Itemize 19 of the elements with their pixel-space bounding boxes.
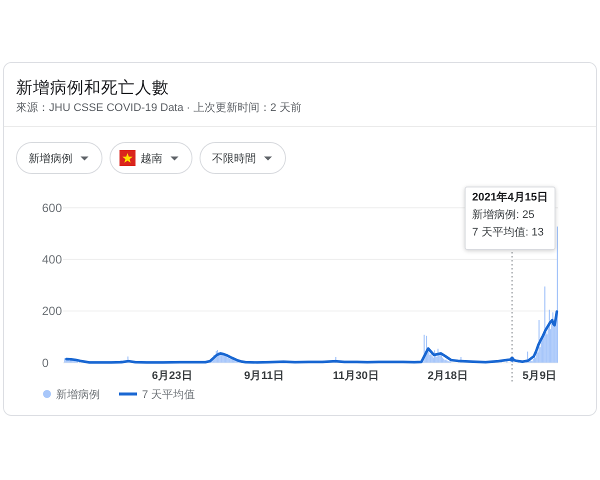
- text: 越南: [140, 152, 162, 165]
- y-tick-label: 400: [42, 252, 62, 267]
- x-tick-label: 6月23日: [152, 370, 192, 382]
- x-tick-label: 5月9日: [522, 370, 557, 382]
- annotation: 7 天平均值: 13: [472, 226, 544, 238]
- x-tick-label: 2月18日: [428, 370, 468, 382]
- y-tick-label: 600: [42, 200, 62, 215]
- chart-subtitle: 來源：JHU CSSE COVID-19 Data · 上次更新时间：2 天前: [16, 101, 302, 114]
- x-tick-label: 11月30日: [332, 370, 379, 382]
- x-tick-label: 9月11日: [244, 370, 284, 382]
- annotation: 新增病例: 25: [472, 208, 535, 221]
- legend-label: 新增病例: [56, 388, 100, 401]
- chart-title: 新增病例和死亡人數: [16, 78, 169, 97]
- annotation: 2021年4月15日: [472, 190, 548, 204]
- legend-label: 7 天平均值: [142, 388, 196, 401]
- y-tick-label: 0: [42, 356, 49, 370]
- text: 不限時間: [212, 152, 256, 165]
- y-tick-label: 200: [42, 304, 62, 318]
- text: 新增病例: [28, 152, 72, 165]
